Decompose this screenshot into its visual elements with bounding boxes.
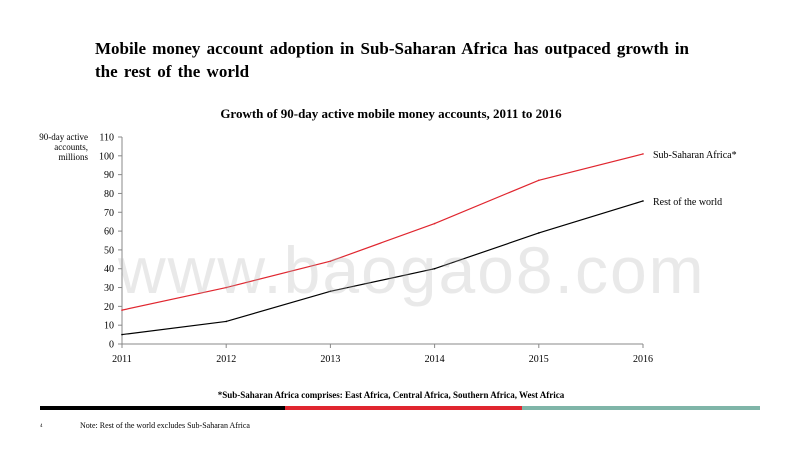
series-1-point <box>538 179 540 182</box>
series-line-2 <box>121 200 644 336</box>
y-tick-label: 30 <box>104 283 114 294</box>
color-bar-segment-1 <box>40 406 285 410</box>
y-tick-label: 80 <box>104 189 114 200</box>
series-1-point <box>225 286 227 289</box>
series-2-point <box>433 267 436 270</box>
x-tick-label: 2012 <box>216 354 236 365</box>
series-1-point <box>642 153 644 155</box>
y-tick-label: 40 <box>104 264 114 275</box>
chart-title: Growth of 90-day active mobile money acc… <box>220 106 562 121</box>
y-tick-label: 10 <box>104 321 114 332</box>
series-1-point <box>121 309 123 311</box>
y-tick-label: 0 <box>109 340 114 351</box>
x-tick-label: 2013 <box>320 354 340 365</box>
y-axis-label: 90-day active accounts, millions <box>39 132 88 162</box>
series-labels: Sub-Saharan Africa* Rest of the world <box>653 150 737 208</box>
series-2-point <box>225 320 227 323</box>
series-1-point <box>329 260 332 263</box>
x-tick-label: 2011 <box>112 354 132 365</box>
series-1-point <box>433 222 436 225</box>
y-tick-label: 50 <box>104 245 114 256</box>
series-2-point <box>329 290 332 293</box>
watermark: www.baogao8.com <box>118 233 706 307</box>
y-tick-label: 90 <box>104 170 114 181</box>
y-tick-label: 60 <box>104 227 114 238</box>
series-2-point <box>642 200 644 202</box>
series-line-1 <box>121 153 644 311</box>
series-2-point <box>121 333 123 336</box>
y-tick-label: 20 <box>104 302 114 313</box>
y-tick-label: 100 <box>99 151 114 162</box>
color-bar <box>40 406 760 410</box>
x-tick-label: 2014 <box>425 354 445 365</box>
color-bar-segment-2 <box>284 406 523 410</box>
x-tick-label: 2016 <box>633 354 653 365</box>
series-2-point <box>538 232 540 234</box>
page-number: 4 <box>40 424 43 429</box>
color-bar-segment-3 <box>522 406 760 410</box>
series-label-2: Rest of the world <box>653 197 722 208</box>
series-label-1: Sub-Saharan Africa* <box>653 150 737 161</box>
y-tick-label: 110 <box>99 133 114 144</box>
note-text: Note: Rest of the world excludes Sub-Sah… <box>80 421 250 430</box>
y-tick-label: 70 <box>104 208 114 219</box>
chart-series <box>121 153 644 336</box>
chart-axes: 0 10 20 30 40 50 60 70 80 90 100 110 2011 2012 2013 201… <box>99 133 653 366</box>
x-tick-label: 2015 <box>529 354 549 365</box>
region-footnote: *Sub-Saharan Africa comprises: East Afri… <box>217 390 565 400</box>
slide-headline: Mobile money account adoption in Sub-Sah… <box>95 39 689 81</box>
